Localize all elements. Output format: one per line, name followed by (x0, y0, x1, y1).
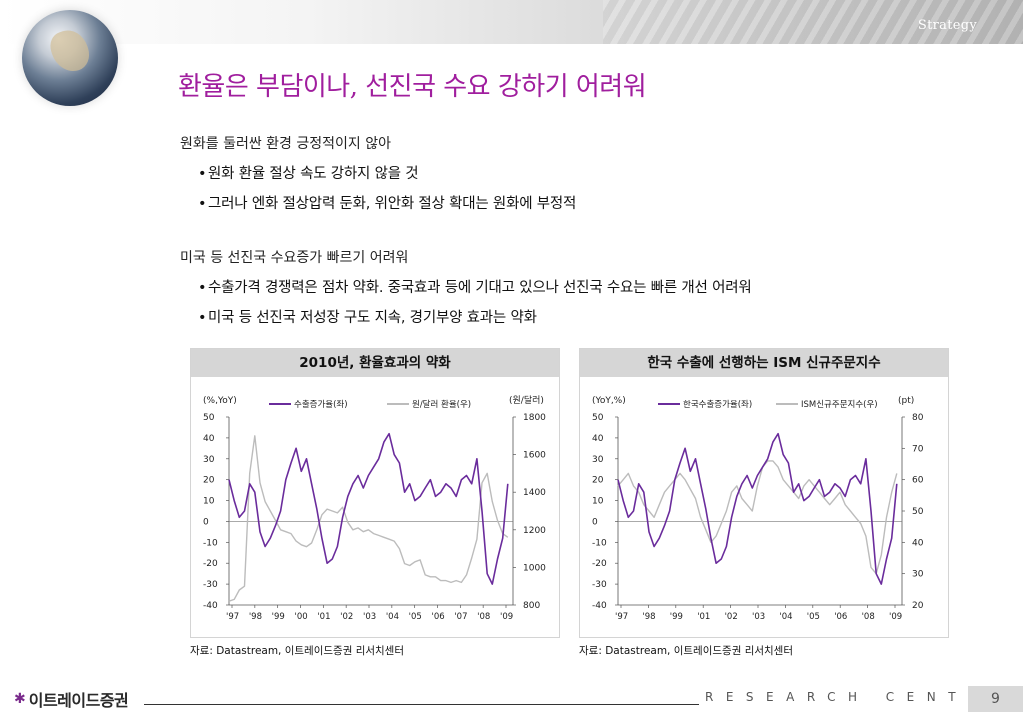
y-tick-label-right: 1800 (523, 413, 546, 423)
y-tick-label-left: 0 (592, 517, 598, 527)
x-tick-label: '08 (477, 612, 490, 622)
source-note: 자료: Datastream, 이트레이드증권 리서치센터 (579, 645, 793, 657)
y-tick-label-right: 1400 (523, 488, 546, 498)
footer-research-center: RESEARCH CENTER (705, 690, 1009, 704)
bullet-item: 그러나 엔화 절상압력 둔화, 위안화 절상 확대는 원화에 부정적 (198, 192, 576, 213)
x-tick-label: '03 (752, 612, 765, 622)
x-tick-label: '07 (454, 612, 467, 622)
y-tick-label-left: -10 (203, 538, 218, 548)
y-tick-label-left: -40 (203, 601, 218, 611)
series-line-primary (228, 432, 509, 585)
x-tick-label: '08 (862, 612, 875, 622)
x-tick-label: '98 (642, 612, 655, 622)
y-tick-label-left: 20 (592, 476, 604, 486)
chart-title: 2010년, 환율효과의 약화 (191, 349, 559, 377)
x-tick-label: '00 (295, 612, 308, 622)
x-tick-label: '09 (889, 612, 902, 622)
x-tick-label: '06 (432, 612, 445, 622)
left-unit-label: (YoY,%) (592, 396, 626, 406)
x-tick-label: '99 (272, 612, 285, 622)
y-tick-label-left: -20 (592, 559, 607, 569)
chart-panel-fx: 2010년, 환율효과의 약화 50 40 30 20 10 0 -10 -20 -30 -40 1… (190, 348, 560, 638)
series-line-secondary (228, 435, 509, 602)
legend-label: 수출증가율(좌) (294, 399, 348, 410)
header-band: Strategy (0, 0, 1023, 44)
globe-land (46, 25, 94, 77)
ism-chart: 50 40 30 20 10 0 -10 -20 -30 -40 80 70 60 50 40 30 20 '97… (592, 396, 924, 622)
left-unit-label: (%,YoY) (203, 396, 237, 406)
y-tick-label-right: 30 (912, 570, 924, 580)
x-tick-label: '97 (226, 612, 239, 622)
fx-chart: 50 40 30 20 10 0 -10 -20 -30 -40 1800 1600 1400 1200 1… (203, 394, 546, 622)
legend-label: 원/달러 환율(우) (412, 399, 471, 410)
y-tick-label-left: 50 (592, 413, 604, 423)
legend-label: ISM신규주문지수(우) (801, 400, 878, 410)
page-number: 9 (968, 686, 1023, 712)
block-heading: 미국 등 선진국 수요증가 빠르기 어려워 (180, 250, 409, 266)
y-tick-label-right: 1000 (523, 563, 546, 573)
y-tick-label-right: 70 (912, 444, 924, 454)
y-tick-label-left: -30 (592, 580, 607, 590)
x-tick-label: '98 (249, 612, 262, 622)
x-tick-label: '04 (779, 612, 792, 622)
logo-star-icon: ✱ (14, 691, 26, 707)
y-tick-label-left: 30 (592, 455, 604, 465)
y-tick-label-left: -10 (592, 538, 607, 548)
text-block-1: 원화를 둘러싼 환경 긍정적이지 않아 원화 환율 절상 속도 강하지 않을 것… (180, 133, 576, 213)
x-tick-label: '99 (670, 612, 683, 622)
legend-label: 한국수출증가율(좌) (683, 399, 752, 410)
y-tick-label-right: 800 (523, 601, 540, 611)
y-tick-label-left: -20 (203, 559, 218, 569)
x-tick-label: '02 (340, 612, 353, 622)
section-label: Strategy (917, 18, 977, 33)
x-tick-label: '01 (317, 612, 330, 622)
y-tick-label-right: 50 (912, 507, 924, 517)
x-tick-label: '06 (834, 612, 847, 622)
chart-title: 한국 수출에 선행하는 ISM 신규주문지수 (580, 349, 948, 377)
bullet-item: 수출가격 경쟁력은 점차 약화. 중국효과 등에 기대고 있으나 선진국 수요는… (198, 276, 752, 297)
series-line-secondary (617, 460, 898, 575)
text-block-2: 미국 등 선진국 수요증가 빠르기 어려워 수출가격 경쟁력은 점차 약화. 중… (180, 247, 752, 327)
x-tick-label: '02 (725, 612, 738, 622)
footer-divider (144, 704, 699, 705)
block-heading: 원화를 둘러싼 환경 긍정적이지 않아 (180, 136, 391, 152)
bullet-item: 미국 등 선진국 저성장 구도 지속, 경기부양 효과는 약화 (198, 306, 752, 327)
x-tick-label: '09 (500, 612, 513, 622)
x-tick-label: '97 (615, 612, 628, 622)
y-tick-label-right: 1200 (523, 526, 546, 536)
x-tick-label: '05 (807, 612, 820, 622)
x-tick-label: '04 (386, 612, 399, 622)
y-tick-label-right: 20 (912, 601, 924, 611)
series-line-primary (617, 432, 898, 585)
logo-text: 이트레이드증권 (28, 691, 129, 710)
right-unit-label: (pt) (898, 396, 914, 406)
title-area (135, 44, 1023, 104)
y-tick-label-left: 50 (203, 413, 215, 423)
right-unit-label: (원/달러) (509, 394, 544, 406)
y-tick-label-left: 40 (592, 434, 604, 444)
y-tick-label-right: 60 (912, 476, 924, 486)
x-tick-label: '05 (409, 612, 422, 622)
globe-logo (22, 10, 118, 106)
y-tick-label-left: 20 (203, 476, 215, 486)
footer-logo: ✱ 이트레이드증권 (14, 689, 129, 710)
y-tick-label-right: 1600 (523, 451, 546, 461)
header-texture (603, 0, 1023, 44)
x-tick-label: '03 (363, 612, 376, 622)
slide-title: 환율은 부담이나, 선진국 수요 강하기 어려워 (178, 72, 647, 102)
y-tick-label-left: 10 (203, 497, 215, 507)
y-tick-label-left: 10 (592, 497, 604, 507)
source-note: 자료: Datastream, 이트레이드증권 리서치센터 (190, 645, 404, 657)
y-tick-label-right: 80 (912, 413, 924, 423)
y-tick-label-left: 40 (203, 434, 215, 444)
y-tick-label-right: 40 (912, 538, 924, 548)
chart-panel-ism: 한국 수출에 선행하는 ISM 신규주문지수 50 40 30 20 10 0 -10 -20… (579, 348, 949, 638)
y-tick-label-left: -30 (203, 580, 218, 590)
x-tick-label: '01 (697, 612, 710, 622)
bullet-item: 원화 환율 절상 속도 강하지 않을 것 (198, 162, 576, 183)
y-tick-label-left: 30 (203, 455, 215, 465)
y-tick-label-left: 0 (203, 517, 209, 527)
y-tick-label-left: -40 (592, 601, 607, 611)
